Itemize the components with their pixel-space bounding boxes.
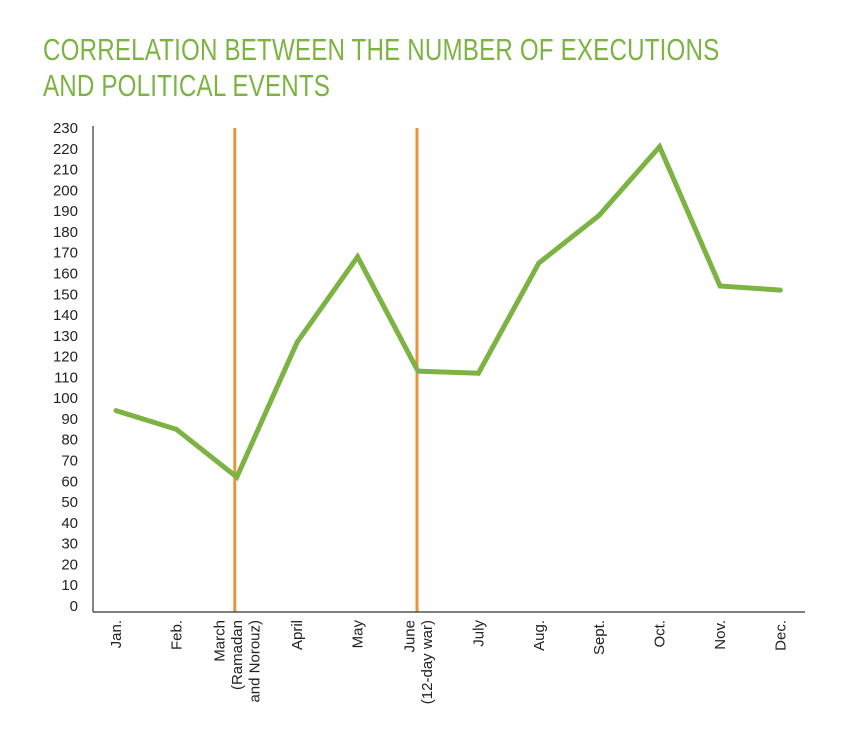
x-tick-label: March: [211, 620, 228, 662]
data-point: [657, 144, 663, 150]
series-line: [115, 142, 781, 482]
x-tick-label: Sept.: [591, 620, 608, 655]
x-tick-label: Oct.: [652, 620, 669, 648]
y-tick-label: 40: [61, 515, 78, 532]
x-tick-label: April: [289, 620, 306, 650]
data-point: [596, 212, 602, 218]
x-tick-label: Jan.: [108, 620, 125, 648]
data-point: [777, 287, 783, 293]
y-tick-label: 50: [61, 494, 78, 511]
x-tick-label: Nov.: [712, 620, 729, 650]
y-tick-label: 20: [61, 556, 78, 573]
data-point: [173, 426, 179, 432]
y-tick-label: 0: [70, 598, 78, 615]
data-point: [294, 339, 300, 345]
y-tick-label: 60: [61, 473, 78, 490]
data-point: [415, 368, 421, 374]
y-tick-label: 70: [61, 453, 78, 470]
chart-title: CORRELATION BETWEEN THE NUMBER OF EXECUT…: [43, 32, 719, 104]
x-tick-label: Dec.: [772, 620, 789, 651]
y-tick-label: 210: [53, 162, 78, 179]
x-tick-label: May: [350, 620, 367, 649]
x-tick-label: Aug.: [531, 620, 548, 651]
x-tick-label: Feb.: [168, 620, 185, 650]
y-tick-label: 180: [53, 224, 78, 241]
y-tick-label: 30: [61, 536, 78, 553]
y-tick-label: 170: [53, 245, 78, 262]
data-point: [234, 474, 240, 480]
data-point: [113, 408, 119, 414]
y-tick-label: 140: [53, 307, 78, 324]
data-point: [475, 370, 481, 376]
x-tick-label: and Norouz): [246, 620, 263, 703]
y-tick-label: 190: [53, 203, 78, 220]
data-point: [355, 254, 361, 260]
y-tick-label: 220: [53, 141, 78, 158]
y-tick-label: 80: [61, 432, 78, 449]
x-tick-label: June: [401, 620, 418, 653]
y-tick-label: 160: [53, 265, 78, 282]
x-tick-label: (Ramadan: [229, 620, 246, 690]
x-axis-ticks: Jan. Feb. March (Ramadan and Norouz) April May…: [108, 620, 789, 705]
event-lines: [233, 128, 419, 612]
x-tick-label: (12-day war): [419, 620, 436, 704]
y-axis-ticks: 0 10 20 30 40 50 60 70 80 90 100 110 120 130 140 150 160…: [53, 120, 78, 615]
y-tick-label: 90: [61, 411, 78, 428]
y-tick-label: 120: [53, 349, 78, 366]
chart-title-line-2: AND POLITICAL EVENTS: [43, 68, 331, 103]
y-tick-label: 200: [53, 182, 78, 199]
y-tick-label: 100: [53, 390, 78, 407]
y-tick-label: 130: [53, 328, 78, 345]
series-group: [113, 142, 783, 482]
data-point: [717, 283, 723, 289]
y-tick-label: 110: [54, 369, 78, 386]
x-tick-label: July: [470, 620, 487, 647]
chart-title-line-1: CORRELATION BETWEEN THE NUMBER OF EXECUT…: [43, 32, 720, 67]
y-tick-label: 10: [61, 577, 78, 594]
data-point: [536, 260, 542, 266]
y-tick-label: 150: [53, 286, 78, 303]
y-tick-label: 230: [53, 120, 78, 137]
